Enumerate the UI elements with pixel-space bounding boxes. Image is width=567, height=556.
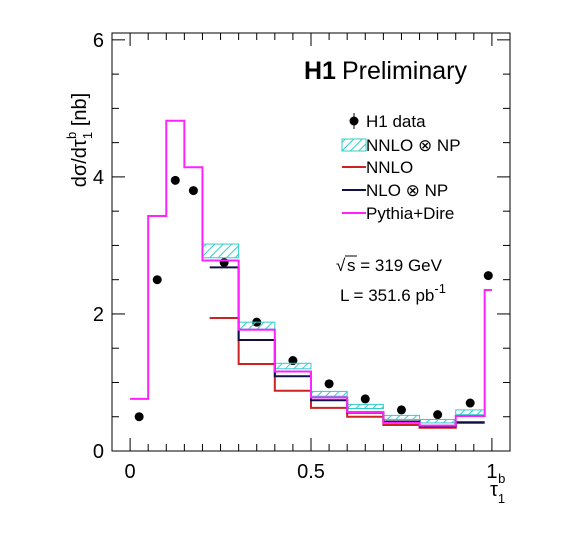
y-axis-label-sub: 1 [80, 132, 95, 139]
lumi-sup: -1 [434, 281, 446, 296]
data-point [152, 275, 162, 285]
y-tick-label: 0 [93, 441, 104, 463]
band-nnlo-np [310, 390, 348, 397]
y-tick-label: 2 [93, 304, 104, 326]
band-nnlo-np [346, 403, 384, 410]
luminosity-annotation: L = 351.6 pb-1 [340, 281, 446, 305]
chart-title: H1 Preliminary [304, 57, 467, 85]
legend-label: Pythia+Dire [366, 204, 454, 223]
x-axis: 0 0.5 1 [111, 33, 511, 483]
title-bold: H1 [304, 57, 336, 85]
legend-label: H1 data [366, 112, 426, 131]
x-tick-label: 0 [125, 461, 136, 483]
sqrt-s-text: s = 319 GeV [347, 256, 443, 275]
band-nnlo-np [419, 418, 457, 424]
legend-entry: NLO ⊗ NP [342, 181, 448, 200]
band-nnlo-np [455, 409, 486, 416]
y-tick-label: 6 [93, 30, 104, 52]
data-point [324, 379, 334, 389]
y-tick-label: 4 [93, 167, 104, 189]
x-axis-label-sub: 1 [498, 491, 505, 506]
y-axis-label: dσ/dτ1b [nb] [64, 93, 95, 187]
x-tick-label: 0.5 [297, 461, 325, 483]
data-point [483, 271, 493, 281]
lumi-text: L = 351.6 pb [340, 286, 434, 305]
data-point [188, 186, 198, 196]
x-tick-label: 1 [486, 461, 497, 483]
legend-entry: Pythia+Dire [342, 204, 454, 223]
y-axis-label-post: [nb] [69, 93, 91, 132]
y-axis-label-pre: dσ/dτ [69, 139, 91, 187]
data-point [360, 394, 370, 404]
data-point [433, 410, 443, 420]
x-axis-label-sup: b [498, 471, 505, 486]
data-point [396, 405, 406, 415]
x-axis-label: τ1 b [490, 471, 505, 506]
sqrt-radical-icon: √ [336, 256, 346, 275]
data-point [134, 412, 144, 422]
legend-label: NNLO [366, 158, 413, 177]
data-point [219, 258, 229, 268]
y-axis: 0 2 4 6 [93, 30, 510, 463]
legend-entry: H1 data [349, 112, 426, 131]
title-rest: Preliminary [342, 57, 468, 85]
band-nnlo-np [274, 362, 312, 370]
data-point [170, 175, 180, 185]
legend-band-swatch [341, 138, 367, 152]
y-axis-label-sup: b [64, 132, 79, 139]
band-nnlo-np [201, 243, 240, 259]
legend-entry: NNLO [342, 158, 413, 177]
legend: H1 data NNLO ⊗ NP NNLO NLO ⊗ NP Pythia+Dire [341, 112, 461, 223]
legend-label: NNLO ⊗ NP [366, 136, 461, 155]
data-point [465, 398, 475, 408]
band-nnlo-np [382, 414, 421, 420]
legend-label: NLO ⊗ NP [366, 181, 448, 200]
legend-entry: NNLO ⊗ NP [341, 136, 461, 155]
plot-area [130, 119, 493, 429]
x-axis-label-main: τ [490, 479, 498, 501]
band-nnlo-np [238, 321, 276, 330]
energy-annotation: √ s = 319 GeV [336, 255, 443, 275]
hist-pythia-dire [130, 119, 492, 427]
